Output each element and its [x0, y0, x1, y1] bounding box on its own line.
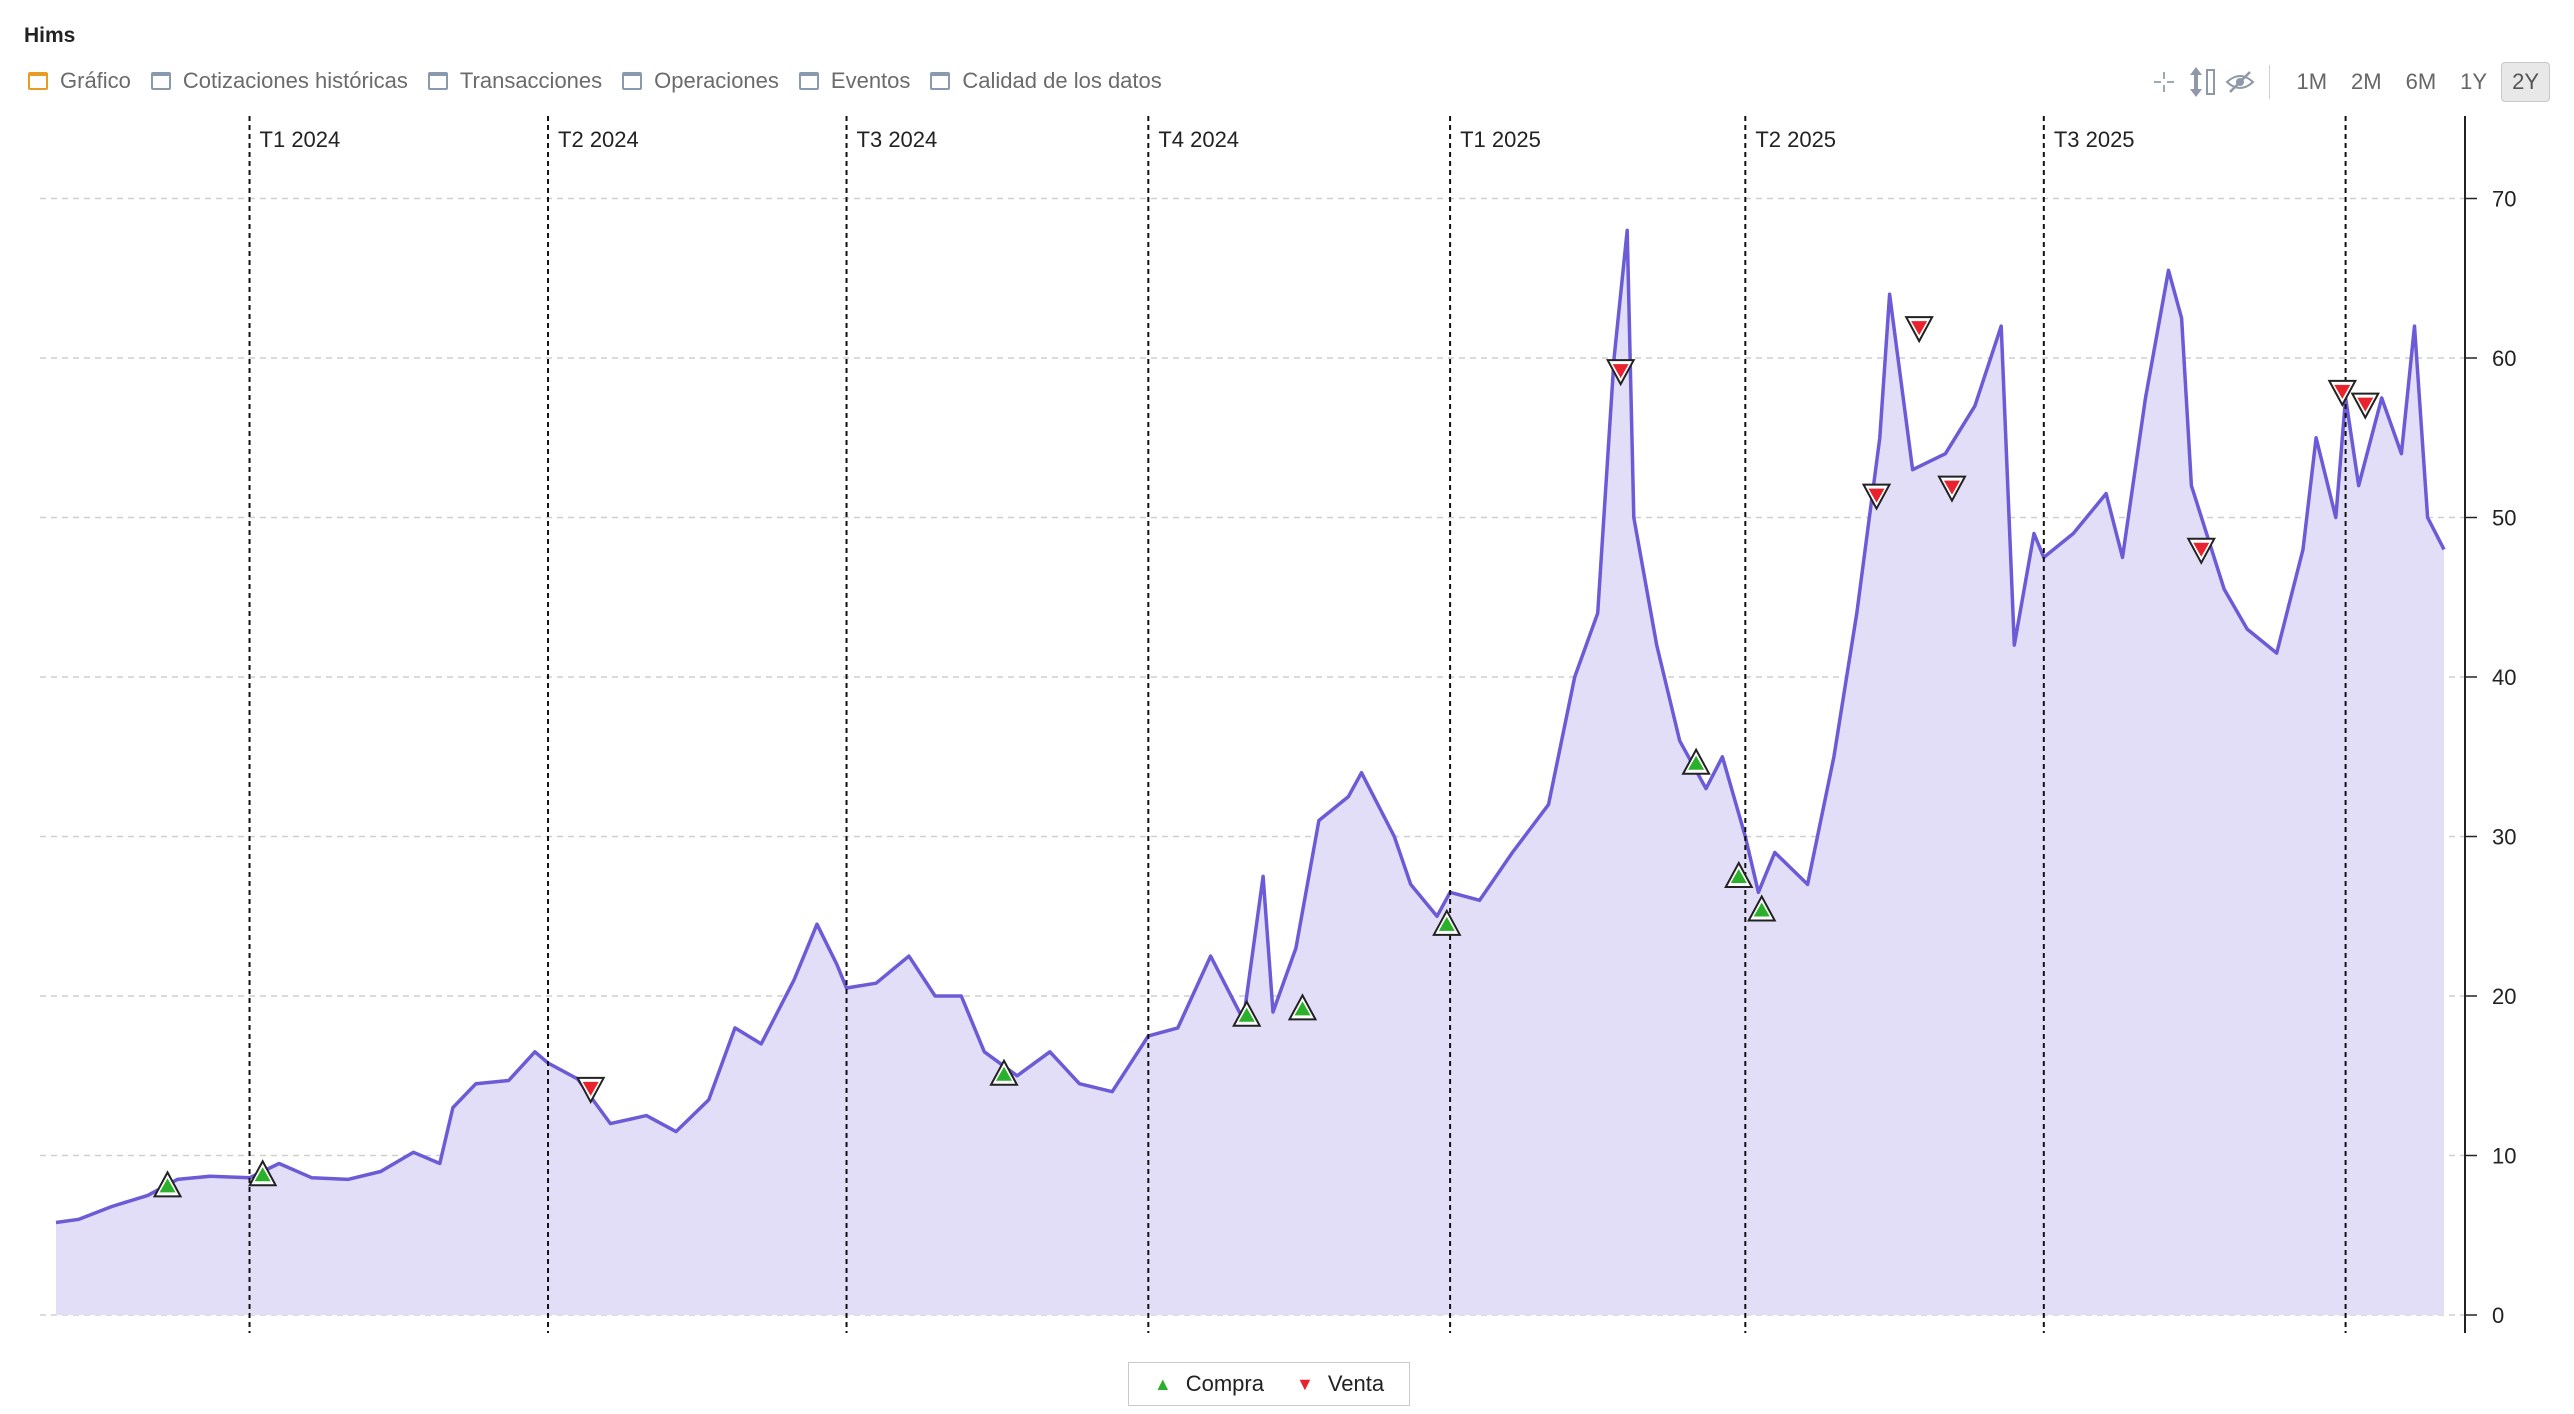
- buy-marker[interactable]: [1730, 868, 1747, 883]
- tab-label: Eventos: [830, 68, 911, 93]
- tab-grafico[interactable]: Gráfico: [28, 68, 131, 94]
- range-1y-button[interactable]: 1Y: [2460, 69, 2488, 94]
- quarter-label: T2 2024: [558, 127, 639, 152]
- range-6m-button[interactable]: 6M: [2405, 69, 2437, 94]
- window-icon: [622, 72, 643, 90]
- crosshair-icon[interactable]: [2147, 65, 2181, 99]
- y-tick-label: 10: [2492, 1144, 2516, 1169]
- price-area: [56, 230, 2444, 1315]
- sell-triangle-icon: ▼: [1295, 1373, 1314, 1394]
- page-title: Hims: [24, 24, 76, 47]
- tab-label: Gráfico: [60, 68, 131, 93]
- buy-marker[interactable]: [254, 1167, 271, 1182]
- buy-marker[interactable]: [1294, 1001, 1311, 1016]
- window-icon: [798, 72, 819, 90]
- window-icon: [28, 72, 48, 90]
- buy-marker[interactable]: [1688, 755, 1705, 770]
- hide-icon[interactable]: [2223, 65, 2257, 99]
- sell-marker[interactable]: [1943, 480, 1960, 495]
- buy-triangle-icon: ▲: [1153, 1373, 1172, 1394]
- y-tick-label: 0: [2492, 1303, 2504, 1328]
- sell-marker[interactable]: [2334, 384, 2351, 399]
- window-icon: [930, 72, 951, 90]
- tab-calidad-de-los-datos[interactable]: Calidad de los datos: [930, 68, 1162, 94]
- sell-marker[interactable]: [2193, 542, 2210, 557]
- legend-item-sell[interactable]: ▼ Venta: [1296, 1371, 1384, 1397]
- tab-bar: Gráfico Cotizaciones históricas Transacc…: [28, 66, 1182, 96]
- y-tick-label: 50: [2492, 506, 2516, 531]
- range-2y-button[interactable]: 2Y: [2501, 62, 2550, 102]
- toolbar-divider: [2269, 65, 2271, 99]
- legend-label-sell: Venta: [1327, 1371, 1385, 1396]
- quarter-label: T1 2025: [1460, 127, 1541, 152]
- legend-item-buy[interactable]: ▲ Compra: [1154, 1371, 1264, 1397]
- sell-marker[interactable]: [1868, 488, 1885, 503]
- buy-marker[interactable]: [995, 1066, 1012, 1081]
- quarter-label: T3 2024: [857, 127, 938, 152]
- vertical-scale-icon[interactable]: [2185, 65, 2219, 99]
- tab-operaciones[interactable]: Operaciones: [622, 68, 779, 94]
- buy-marker[interactable]: [1238, 1007, 1255, 1022]
- quarter-label: T3 2025: [2054, 127, 2135, 152]
- buy-marker[interactable]: [1753, 902, 1770, 917]
- quarter-label: T1 2024: [260, 127, 341, 152]
- y-tick-label: 30: [2492, 825, 2516, 850]
- chart-toolbar: 1M 2M 6M 1Y 2Y: [2143, 62, 2550, 102]
- tab-label: Operaciones: [654, 68, 779, 93]
- sell-marker[interactable]: [1911, 321, 1928, 336]
- y-tick-label: 20: [2492, 984, 2516, 1009]
- tab-label: Cotizaciones históricas: [182, 68, 408, 93]
- range-2m-button[interactable]: 2M: [2351, 69, 2382, 94]
- buy-marker[interactable]: [1438, 916, 1455, 931]
- window-icon: [150, 72, 171, 90]
- y-tick-label: 70: [2492, 187, 2516, 212]
- price-chart[interactable]: T1 2024 T2 2024 T3 2024 T4 2024 T1 2025 T2 20…: [0, 108, 2574, 1338]
- y-tick-label: 60: [2492, 346, 2516, 371]
- y-tick-label: 40: [2492, 665, 2516, 690]
- legend-label-buy: Compra: [1185, 1371, 1264, 1396]
- sell-marker[interactable]: [1612, 364, 1629, 379]
- tab-cotizaciones-historicas[interactable]: Cotizaciones históricas: [150, 68, 408, 94]
- tab-transacciones[interactable]: Transacciones: [427, 68, 603, 94]
- quarter-label: T2 2025: [1755, 127, 1836, 152]
- tab-label: Transacciones: [459, 68, 603, 93]
- sell-marker[interactable]: [582, 1081, 599, 1096]
- tab-eventos[interactable]: Eventos: [798, 68, 911, 94]
- clipped-side-panel: [2566, 0, 2574, 1414]
- range-1m-button[interactable]: 1M: [2296, 69, 2328, 94]
- buy-marker[interactable]: [159, 1178, 176, 1193]
- chart-legend: ▲ Compra ▼ Venta: [1128, 1362, 1410, 1406]
- tab-label: Calidad de los datos: [962, 68, 1162, 93]
- sell-marker[interactable]: [2357, 397, 2374, 412]
- window-icon: [427, 72, 448, 90]
- quarter-label: T4 2024: [1158, 127, 1239, 152]
- price-line: [55, 228, 2446, 1225]
